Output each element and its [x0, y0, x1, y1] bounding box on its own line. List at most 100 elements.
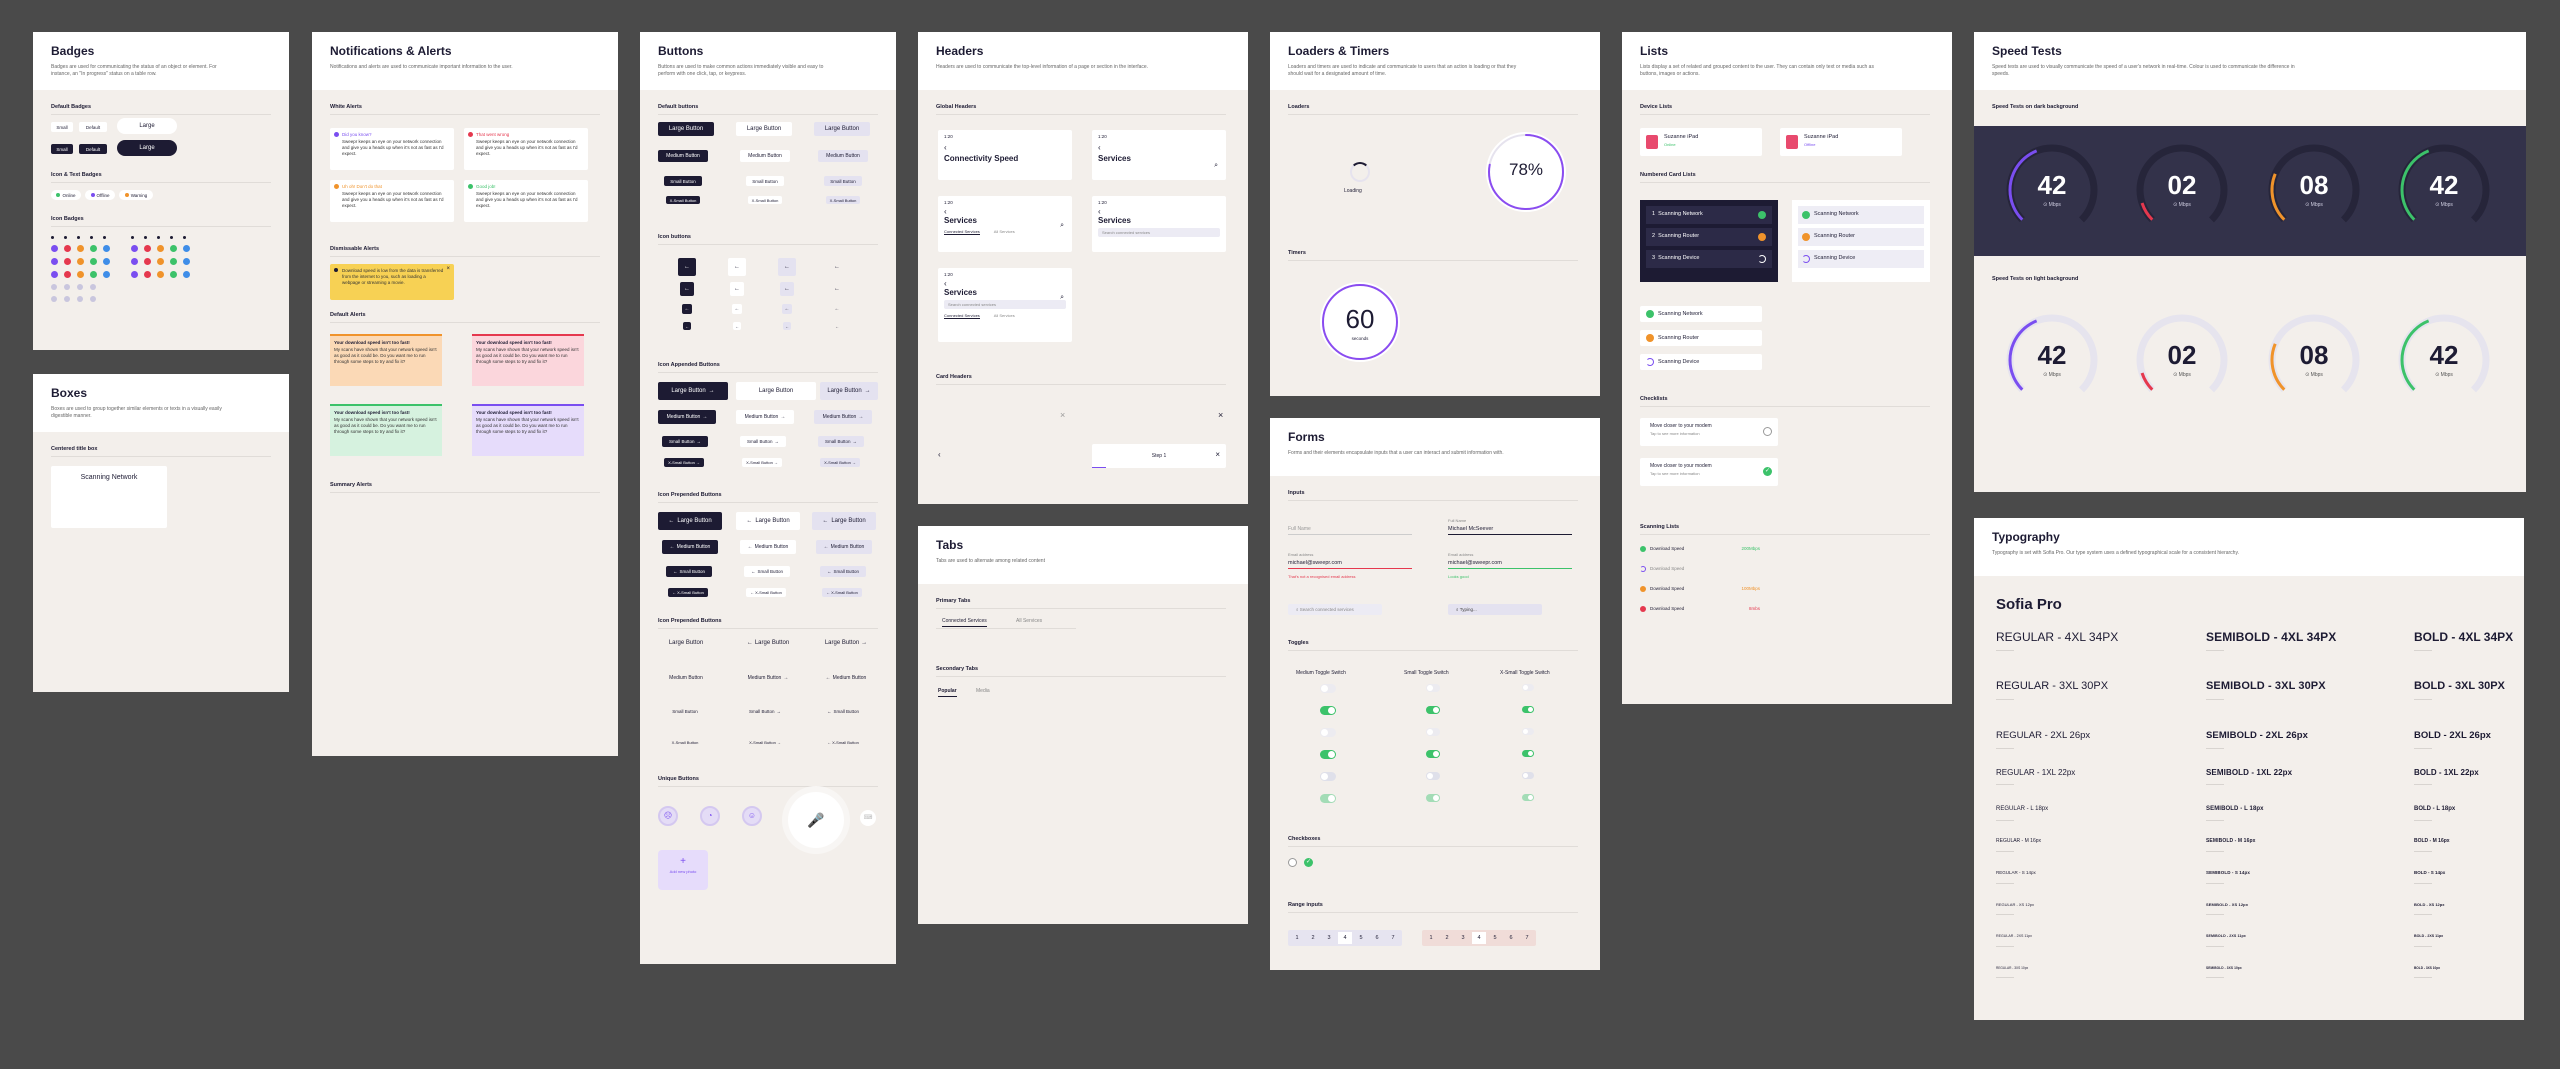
icon-button-xsmall-plain[interactable]: ← [833, 322, 841, 330]
icon-button-xsmall-light[interactable]: ← [733, 322, 741, 330]
emoji-sad-button[interactable]: ☹ [658, 806, 678, 826]
icon-button-small-light[interactable]: ← [732, 304, 742, 314]
emoji-neutral-button[interactable]: ◔ [700, 806, 720, 826]
range-step[interactable]: 6 [1375, 935, 1379, 941]
text-large-3[interactable]: Large Button → [814, 636, 878, 650]
toggle-switch[interactable] [1522, 794, 1534, 801]
back-arrow-icon[interactable]: ‹ [944, 143, 947, 152]
checkbox-checked[interactable]: ✓ [1304, 858, 1313, 867]
small-button-light[interactable]: Small Button [746, 176, 784, 186]
light-item-3[interactable]: Scanning Device [1798, 250, 1924, 268]
range-step[interactable]: 2 [1445, 935, 1449, 941]
toggle-switch[interactable] [1522, 728, 1534, 735]
small-button-dark[interactable]: Small Button [664, 176, 702, 186]
close-icon[interactable]: × [1060, 410, 1066, 420]
primary-tab-all[interactable]: All Services [1016, 618, 1043, 624]
primary-tab-connected[interactable]: Connected Services [942, 618, 987, 627]
checkbox-unchecked[interactable] [1288, 858, 1297, 867]
range-step[interactable]: 7 [1525, 935, 1529, 941]
prepended-large-tint[interactable]: ← Large Button [812, 512, 876, 530]
appended-xsmall-dark[interactable]: X-Small Button → [664, 458, 704, 467]
prepended-large-light[interactable]: ← Large Button [736, 512, 800, 530]
prepended-xsmall-dark[interactable]: ← X-Small Button [668, 588, 708, 597]
text-large-1[interactable]: Large Button [658, 636, 714, 650]
range-step[interactable]: 3 [1461, 935, 1465, 941]
text-xsmall-3[interactable]: ← X-Small Button [820, 738, 866, 747]
text-medium-2[interactable]: Medium Button → [736, 672, 800, 684]
numbered-item-2[interactable]: 2 Scanning Router [1646, 228, 1772, 246]
prepended-xsmall-tint[interactable]: ← X-Small Button [822, 588, 862, 597]
close-icon[interactable]: × [1215, 450, 1220, 459]
icon-button-medium-dark[interactable]: ← [680, 282, 694, 296]
appended-medium-dark[interactable]: Medium Button → [658, 410, 716, 424]
toggle-switch[interactable] [1522, 684, 1534, 691]
large-button-dark[interactable]: Large Button [658, 122, 714, 136]
toggle-switch[interactable] [1320, 772, 1336, 781]
text-medium-3[interactable]: ← Medium Button [814, 672, 878, 684]
range-step[interactable]: 7 [1391, 935, 1395, 941]
toggle-switch[interactable] [1426, 684, 1440, 692]
full-name-input[interactable]: Michael McSeever [1448, 526, 1572, 535]
numbered-item-1[interactable]: 1 Scanning Network [1646, 206, 1772, 224]
search-input[interactable]: Search connected services [1098, 228, 1220, 237]
tab-connected-services[interactable]: Connected Services [944, 229, 980, 235]
icon-button-medium-tint[interactable]: ← [780, 282, 794, 296]
appended-xsmall-light[interactable]: X-Small Button → [742, 458, 782, 467]
text-large-2[interactable]: ← Large Button [736, 636, 800, 650]
appended-large-tint[interactable]: Large Button → [820, 382, 878, 400]
checkbox-checked[interactable]: ✓ [1763, 467, 1772, 476]
toggle-switch[interactable] [1426, 794, 1440, 802]
prepended-xsmall-light[interactable]: ← X-Small Button [746, 588, 786, 597]
light-item-2[interactable]: Scanning Router [1798, 228, 1924, 246]
range-step[interactable]: 5 [1359, 935, 1363, 941]
back-arrow-icon[interactable]: ‹ [938, 450, 941, 459]
toggle-switch[interactable] [1320, 794, 1336, 803]
text-small-2[interactable]: Small Button → [740, 706, 790, 716]
email-input-ok[interactable]: michael@sweepr.com [1448, 560, 1572, 569]
prepended-large-dark[interactable]: ← Large Button [658, 512, 722, 530]
search-field-typing[interactable]: ⌕ Typing... [1448, 604, 1542, 615]
xsmall-button-tint[interactable]: X-Small Button [826, 196, 860, 204]
icon-button-xsmall-tint[interactable]: ← [783, 322, 791, 330]
medium-button-tint[interactable]: Medium Button [818, 150, 868, 162]
range-step[interactable]: 2 [1311, 935, 1315, 941]
toggle-switch[interactable] [1426, 728, 1440, 736]
toggle-switch[interactable] [1522, 706, 1534, 713]
tab-all-services[interactable]: All Services [993, 229, 1015, 234]
small-button-tint[interactable]: Small Button [824, 176, 862, 186]
icon-button-large-dark[interactable]: ← [678, 258, 696, 276]
back-arrow-icon[interactable]: ‹ [944, 207, 947, 216]
icon-button-large-tint[interactable]: ← [778, 258, 796, 276]
range-step[interactable]: 4 [1338, 932, 1352, 944]
xsmall-button-dark[interactable]: X-Small Button [666, 196, 700, 204]
scan-item-device[interactable]: Scanning Device [1640, 354, 1762, 370]
icon-button-small-dark[interactable]: ← [682, 304, 692, 314]
range-step[interactable]: 1 [1429, 935, 1433, 941]
search-icon[interactable]: ⌕ [1214, 162, 1218, 169]
device-item-online[interactable]: Suzanne iPad Online [1640, 128, 1762, 156]
medium-button-light[interactable]: Medium Button [740, 150, 790, 162]
appended-small-tint[interactable]: Small Button → [818, 436, 864, 447]
icon-button-large-light[interactable]: ← [728, 258, 746, 276]
xsmall-button-light[interactable]: X-Small Button [748, 196, 782, 204]
icon-button-medium-light[interactable]: ← [730, 282, 744, 296]
tab-connected-services[interactable]: Connected Services [944, 313, 980, 319]
icon-button-medium-plain[interactable]: ← [830, 282, 844, 296]
prepended-medium-dark[interactable]: ← Medium Button [662, 540, 718, 554]
toggle-switch[interactable] [1320, 728, 1336, 737]
icon-button-small-tint[interactable]: ← [782, 304, 792, 314]
close-icon[interactable]: × [1218, 410, 1224, 420]
text-small-3[interactable]: ← Small Button [818, 706, 868, 716]
text-medium-1[interactable]: Medium Button [658, 672, 714, 684]
microphone-button[interactable]: 🎤 [788, 792, 844, 848]
prepended-small-light[interactable]: ← Small Button [744, 566, 790, 577]
numbered-item-3[interactable]: 3 Scanning Device [1646, 250, 1772, 268]
toggle-switch[interactable] [1426, 772, 1440, 780]
add-photo-button[interactable]: + Add new photo [658, 850, 708, 890]
appended-xsmall-tint[interactable]: X-Small Button → [820, 458, 860, 467]
appended-small-light[interactable]: Small Button → [740, 436, 786, 447]
icon-button-small-plain[interactable]: ← [832, 304, 842, 314]
toggle-switch[interactable] [1522, 772, 1534, 779]
back-arrow-icon[interactable]: ‹ [944, 279, 947, 288]
range-step[interactable]: 4 [1472, 932, 1486, 944]
